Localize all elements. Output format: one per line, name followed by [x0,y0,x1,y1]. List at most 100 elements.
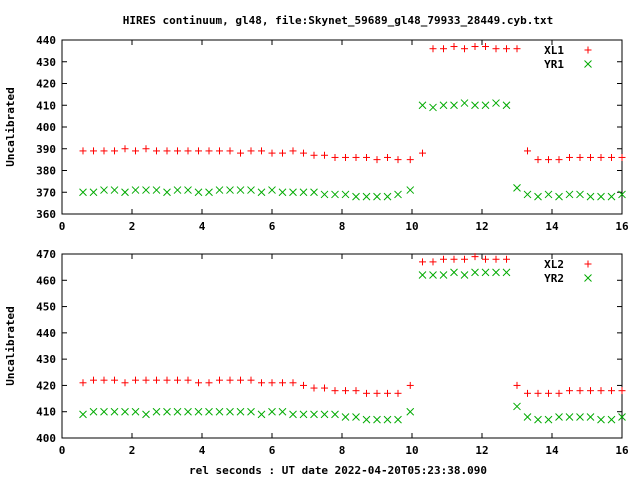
data-point-d2 [331,190,339,199]
y-tick-label: 420 [36,78,56,91]
data-point [100,186,108,194]
data-point-d2 [194,188,203,197]
data-point [482,255,489,263]
y-tick-label: 380 [36,165,56,178]
legend-marker [584,46,592,54]
data-point-d2 [544,415,553,424]
data-point-d2 [481,268,490,277]
data-point [320,190,329,199]
data-point [418,101,427,110]
data-point [618,413,626,421]
data-point [173,186,182,194]
data-point [279,149,286,157]
data-point-d2 [247,186,255,194]
data-point-d2 [89,188,98,197]
data-point [418,271,427,279]
data-point [205,147,213,155]
data-point [215,407,224,416]
data-point-d2 [236,186,245,194]
data-point-d2 [236,407,245,416]
data-point [100,147,108,155]
x-tick-label: 12 [475,220,488,233]
data-point [576,413,584,421]
data-point-d2 [131,407,140,416]
data-point [419,149,426,157]
data-point-d2 [513,402,521,411]
data-point [450,101,458,110]
data-point [461,255,468,263]
data-point-d2 [331,410,339,419]
data-point [576,387,584,395]
data-point [373,192,381,201]
legend-marker-d2 [584,274,592,282]
data-point [384,389,391,397]
data-point-d2 [152,186,161,194]
data-point [502,268,511,277]
data-point-d2 [110,186,119,194]
x-tick-label: 16 [615,444,629,457]
data-point [247,147,255,155]
data-point-d2 [278,188,287,197]
data-point-d2 [460,99,469,107]
data-point [342,153,349,161]
data-point [607,415,616,424]
data-point-d2 [205,188,213,197]
data-point [216,147,223,155]
data-point [153,376,160,384]
data-point-d2 [194,407,203,416]
data-point [544,190,553,199]
data-point-d2 [205,407,213,416]
data-point-d2 [79,410,87,419]
data-point-d2 [523,190,532,199]
data-point [492,45,500,53]
data-point-d2 [310,410,318,419]
data-point [545,389,552,397]
data-point [289,379,297,387]
data-point [341,413,350,421]
data-point-d2 [555,413,563,421]
data-point [450,43,458,51]
data-point-d2 [450,101,458,110]
data-point-d2 [278,407,287,416]
data-point [152,407,161,416]
data-point [406,381,414,389]
data-point [429,258,437,266]
data-point-d2 [320,410,329,419]
data-point-d2 [152,407,161,416]
data-point-d2 [597,415,605,424]
data-point [79,410,87,419]
data-point [110,186,119,194]
data-point-d2 [492,268,500,277]
data-point-d2 [257,188,266,197]
data-point [152,186,161,194]
data-point [310,384,318,392]
data-point-d2 [341,413,350,421]
data-point [278,407,287,416]
data-point [362,415,371,424]
data-point [362,192,371,201]
data-point [597,415,605,424]
data-point [440,45,447,53]
data-point-d2 [268,407,276,416]
y-tick-label: 440 [36,34,56,47]
data-point [279,379,286,387]
data-point [482,43,489,51]
data-point [300,149,307,157]
data-point-d2 [618,413,626,421]
data-point [236,186,245,194]
plot-frame [61,253,623,439]
data-point [384,153,391,161]
data-point [513,184,521,192]
data-point [524,147,531,155]
data-point [268,149,276,157]
data-point [247,376,255,384]
data-point [341,190,350,199]
chart-title: HIRES continuum, gl48, file:Skynet_59689… [123,14,553,27]
data-point [576,153,584,161]
data-point [545,156,552,164]
data-point-d2 [299,410,308,419]
data-point [513,45,521,53]
data-point [513,381,521,389]
y-tick-label: 410 [36,99,56,112]
data-point-d2 [173,186,182,194]
